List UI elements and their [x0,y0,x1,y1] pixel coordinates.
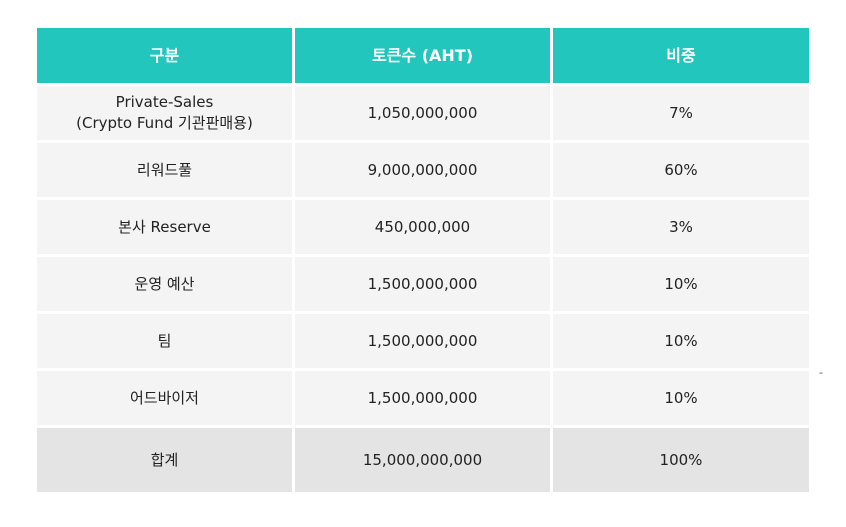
row-team-share: 10% [553,314,809,368]
row-operating-budget-tokens: 1,500,000,000 [295,257,550,311]
header-tokens: 토큰수 (AHT) [295,28,550,83]
row-private-sales-tokens: 1,050,000,000 [295,86,550,140]
row-hq-reserve-category: 본사 Reserve [37,200,292,254]
category-line-1: Private-Sales [115,93,214,111]
row-reward-pool-share: 60% [553,143,809,197]
row-operating-budget-share: 10% [553,257,809,311]
total-category: 합계 [37,428,292,492]
header-share: 비중 [553,28,809,83]
side-dash-mark: - [819,366,823,379]
row-reward-pool-category: 리워드풀 [37,143,292,197]
row-team-tokens: 1,500,000,000 [295,314,550,368]
category-line-2: (Crypto Fund 기관판매용) [76,114,253,132]
row-operating-budget-category: 운영 예산 [37,257,292,311]
row-hq-reserve-tokens: 450,000,000 [295,200,550,254]
row-advisor-share: 10% [553,371,809,425]
row-hq-reserve-share: 3% [553,200,809,254]
row-private-sales-category: Private-Sales (Crypto Fund 기관판매용) [37,86,292,140]
total-tokens: 15,000,000,000 [295,428,550,492]
row-team-category: 팀 [37,314,292,368]
row-advisor-tokens: 1,500,000,000 [295,371,550,425]
category-two-line: Private-Sales (Crypto Fund 기관판매용) [76,92,253,134]
row-advisor-category: 어드바이저 [37,371,292,425]
row-private-sales-share: 7% [553,86,809,140]
token-allocation-table: 구분 토큰수 (AHT) 비중 Private-Sales (Crypto Fu… [37,28,809,492]
row-reward-pool-tokens: 9,000,000,000 [295,143,550,197]
header-category: 구분 [37,28,292,83]
total-share: 100% [553,428,809,492]
